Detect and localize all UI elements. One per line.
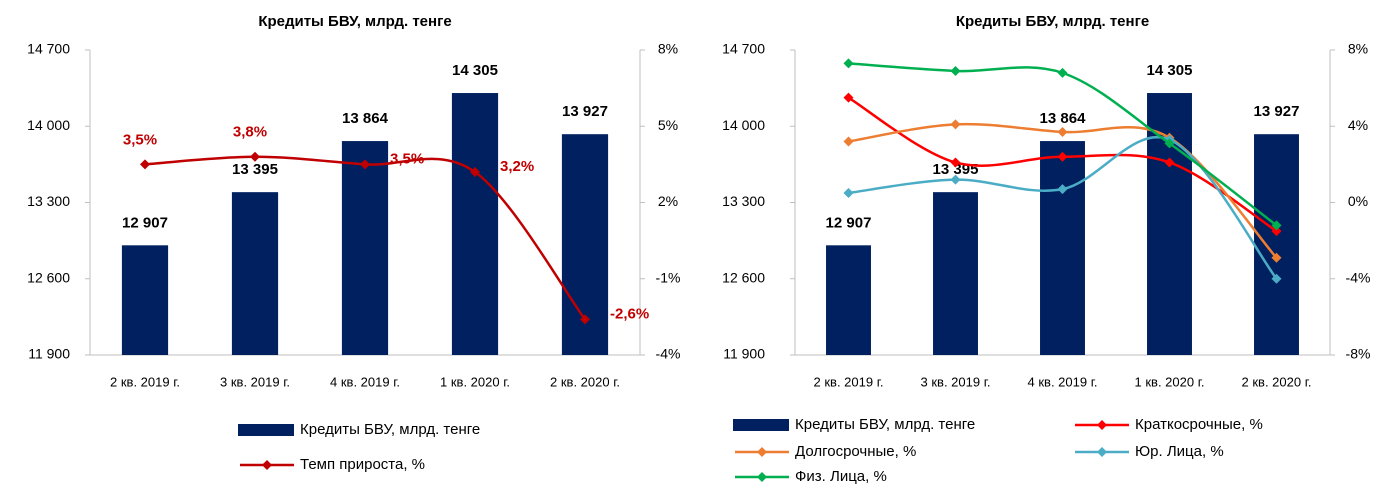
y-tick-label: 11 900	[28, 346, 70, 362]
marker	[1271, 252, 1282, 263]
marker	[1164, 157, 1175, 168]
y2-tick-label: -8%	[1346, 346, 1371, 362]
y2-tick-label: 4%	[1348, 117, 1368, 133]
marker	[1057, 126, 1068, 137]
line-value-label: 3,2%	[500, 158, 534, 175]
legend-marker	[262, 460, 272, 470]
y-tick-label: 12 600	[27, 269, 70, 285]
line-value-label: 3,5%	[123, 131, 157, 148]
y2-tick-label: 8%	[1348, 41, 1368, 57]
bar-value-label: 12 907	[826, 214, 872, 231]
marker	[1271, 220, 1282, 231]
y2-tick-label: 5%	[658, 117, 678, 133]
legend-marker	[757, 447, 767, 457]
y2-tick-label: -4%	[1346, 269, 1371, 285]
x-tick-label: 2 кв. 2020 г.	[550, 374, 620, 389]
y-tick-label: 11 900	[723, 346, 765, 362]
x-tick-label: 2 кв. 2020 г.	[1242, 374, 1312, 389]
bar-value-label: 14 305	[1147, 62, 1193, 79]
marker	[360, 159, 370, 170]
y2-tick-label: 8%	[658, 41, 678, 57]
marker	[1271, 226, 1282, 237]
legend-marker	[1097, 420, 1107, 430]
marker	[140, 159, 150, 170]
marker	[843, 187, 854, 198]
bar-value-label: 13 927	[562, 103, 608, 120]
y2-tick-label: 2%	[658, 193, 678, 209]
x-tick-label: 4 кв. 2019 г.	[1028, 374, 1098, 389]
line-value-label: -2,6%	[610, 305, 649, 322]
legend-label: Кредиты БВУ, млрд. тенге	[795, 416, 975, 433]
line-series	[848, 136, 1278, 280]
x-tick-label: 2 кв. 2019 г.	[814, 374, 884, 389]
marker	[843, 92, 854, 103]
x-tick-label: 4 кв. 2019 г.	[330, 374, 400, 389]
bar-value-label: 13 864	[1040, 110, 1087, 127]
legend-label: Долгосрочные, %	[795, 443, 916, 460]
bar	[231, 192, 279, 355]
legend-label: Темп прироста, %	[300, 456, 425, 473]
x-tick-label: 1 кв. 2020 г.	[1135, 374, 1205, 389]
bar-value-label: 13 864	[342, 110, 389, 127]
legend-label: Кредиты БВУ, млрд. тенге	[300, 421, 480, 438]
marker	[1057, 67, 1068, 78]
marker	[950, 65, 961, 76]
chart-title: Кредиты БВУ, млрд. тенге	[258, 13, 451, 30]
marker	[1164, 138, 1175, 149]
y-tick-label: 14 700	[722, 41, 765, 57]
legend-label: Краткосрочные, %	[1135, 416, 1263, 433]
x-tick-label: 3 кв. 2019 г.	[220, 374, 290, 389]
bar	[826, 245, 871, 355]
line-series	[144, 155, 587, 321]
legend-swatch	[733, 419, 789, 431]
x-tick-label: 1 кв. 2020 г.	[440, 374, 510, 389]
legend-label: Физ. Лица, %	[795, 468, 887, 484]
chart-title: Кредиты БВУ, млрд. тенге	[956, 13, 1149, 30]
bar	[451, 93, 499, 355]
marker	[1057, 151, 1068, 162]
y-tick-label: 12 600	[722, 269, 765, 285]
x-tick-label: 3 кв. 2019 г.	[921, 374, 991, 389]
y-tick-label: 14 000	[27, 117, 70, 133]
marker	[950, 174, 961, 185]
marker	[1057, 184, 1068, 195]
line-value-label: 3,8%	[233, 124, 267, 141]
bar	[1040, 141, 1085, 355]
y2-tick-label: 0%	[1348, 193, 1368, 209]
bar	[121, 245, 169, 355]
y2-tick-label: -4%	[656, 346, 681, 362]
marker	[950, 119, 961, 130]
y-tick-label: 14 000	[722, 117, 765, 133]
bar	[341, 141, 389, 355]
legend-marker	[1097, 447, 1107, 457]
legend-label: Юр. Лица, %	[1135, 443, 1224, 460]
legend-marker	[757, 472, 767, 482]
marker	[843, 58, 854, 69]
bar-value-label: 13 395	[232, 161, 278, 178]
y2-tick-label: -1%	[656, 269, 681, 285]
marker	[843, 136, 854, 147]
legend-swatch	[238, 424, 294, 436]
marker	[470, 167, 480, 177]
y-tick-label: 13 300	[27, 193, 70, 209]
bar-value-label: 13 927	[1254, 103, 1300, 120]
y-tick-label: 13 300	[722, 193, 765, 209]
bar-value-label: 12 907	[122, 214, 168, 231]
marker	[250, 151, 260, 162]
bar	[933, 192, 978, 355]
line-value-label: 3,5%	[390, 150, 424, 167]
bar	[1254, 134, 1299, 355]
marker	[580, 314, 590, 325]
marker	[1271, 273, 1282, 284]
y-tick-label: 14 700	[27, 41, 70, 57]
bar-value-label: 14 305	[452, 62, 498, 79]
x-tick-label: 2 кв. 2019 г.	[110, 374, 180, 389]
marker	[950, 157, 961, 168]
